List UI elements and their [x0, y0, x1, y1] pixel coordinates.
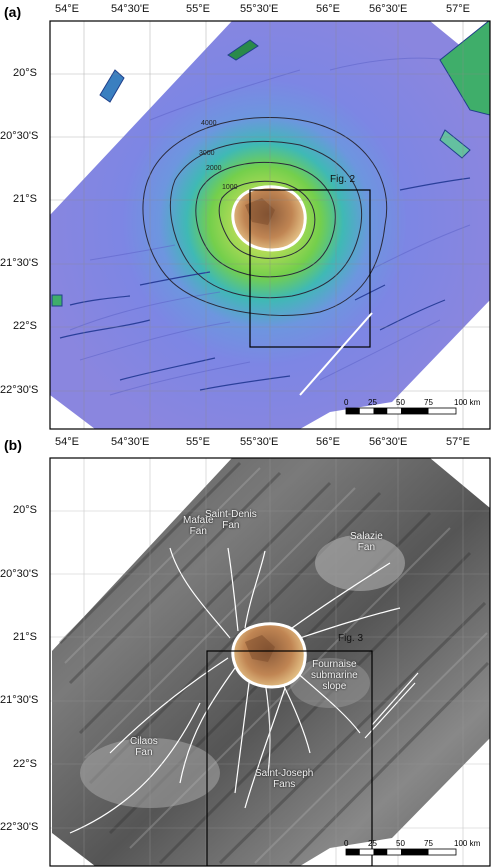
lon-tick-55-30e: 55°30'E: [240, 3, 279, 15]
lat-tick-21s: 21°S: [13, 193, 37, 205]
fig2-extent-box: [249, 189, 371, 348]
contour-1000: [218, 180, 316, 259]
scale-a-tick-75: 75: [424, 398, 433, 407]
lon-tick-55e: 55°E: [186, 3, 210, 15]
lon-tick-56e-b: 56°E: [316, 436, 340, 448]
lat-tick-20s-b: 20°S: [13, 504, 37, 516]
fournaise-slope-label: Fournaise submarine slope: [311, 659, 358, 692]
scale-b-tick-75: 75: [424, 839, 433, 848]
lon-tick-54e: 54°E: [55, 3, 79, 15]
panel-b-frame: [49, 457, 491, 867]
seamount-north: [227, 39, 259, 61]
scale-b-tick-0: 0: [344, 839, 349, 848]
seamount-west: [51, 294, 63, 307]
lon-tick-54e-b: 54°E: [55, 436, 79, 448]
saint-denis-fan-label: Saint-Denis Fan: [205, 509, 257, 531]
panel-a-map-svg: [49, 20, 491, 430]
island-relief-b: [245, 635, 275, 662]
scale-a-tick-50: 50: [396, 398, 405, 407]
cilaos-fan-label: Cilaos Fan: [130, 736, 158, 758]
mafate-fan-label: Mafate Fan: [183, 515, 214, 537]
lon-tick-54-30e: 54°30'E: [111, 3, 150, 15]
scale-a-tick-0: 0: [344, 398, 349, 407]
salazie-fan-label: Salazie Fan: [350, 531, 383, 553]
fig2-box-label: Fig. 2: [330, 174, 356, 185]
survey-swath-lines: [69, 57, 471, 396]
contour-label-4000: 4000: [201, 120, 217, 127]
lon-tick-56e: 56°E: [316, 3, 340, 15]
panel-a-bathymetry-map: (a) 54°E 54°30'E 55°E 55°30'E 56°E 56°30…: [0, 0, 495, 430]
lon-tick-57e-b: 57°E: [446, 436, 470, 448]
contour-label-2000: 2000: [206, 165, 222, 172]
island-relief: [245, 198, 275, 225]
scale-a-tick-100: 100 km: [454, 398, 481, 407]
scale-a-tick-25: 25: [368, 398, 377, 407]
fig3-extent-box: [206, 650, 373, 866]
graticule-a: [50, 21, 490, 429]
lat-tick-20-30s-b: 20°30'S: [0, 568, 39, 580]
lat-tick-21-30s-b: 21°30'S: [0, 694, 39, 706]
contour-2000: [195, 161, 336, 278]
panel-a-frame: [49, 20, 491, 430]
lat-tick-21s-b: 21°S: [13, 631, 37, 643]
lat-tick-20s: 20°S: [13, 67, 37, 79]
survey-trace-line: [299, 312, 373, 396]
scale-bar-b: [345, 848, 457, 856]
lon-tick-56-30e-b: 56°30'E: [369, 436, 408, 448]
contour-3000: [169, 140, 362, 299]
fig3-box-label: Fig. 3: [338, 633, 364, 644]
lat-tick-22s: 22°S: [13, 320, 37, 332]
contour-label-1000: 1000: [222, 184, 238, 191]
seamount-east-ridge: [439, 21, 490, 116]
lat-tick-22-30s: 22°30'S: [0, 384, 39, 396]
lon-tick-56-30e: 56°30'E: [369, 3, 408, 15]
panel-b-letter: (b): [4, 437, 22, 453]
contour-4000: [142, 117, 388, 316]
scale-b-tick-100: 100 km: [454, 839, 481, 848]
saint-joseph-fans-label: Saint-Joseph Fans: [255, 768, 314, 790]
lat-tick-22s-b: 22°S: [13, 758, 37, 770]
lat-tick-22-30s-b: 22°30'S: [0, 821, 39, 833]
panel-b-map-svg: [49, 457, 491, 867]
scale-b-tick-50: 50: [396, 839, 405, 848]
lat-tick-20-30s: 20°30'S: [0, 130, 39, 142]
scale-bar-a: [345, 407, 457, 415]
panel-a-letter: (a): [4, 4, 22, 20]
seamount-northwest: [99, 69, 125, 103]
lon-tick-55e-b: 55°E: [186, 436, 210, 448]
salazie-fan-patch: [315, 535, 405, 591]
contour-label-3000: 3000: [199, 150, 215, 157]
lat-tick-21-30s: 21°30'S: [0, 257, 39, 269]
scale-b-tick-25: 25: [368, 839, 377, 848]
abyssal-hill-contours: [59, 177, 471, 391]
lon-tick-54-30e-b: 54°30'E: [111, 436, 150, 448]
lon-tick-55-30e-b: 55°30'E: [240, 436, 279, 448]
panel-b-backscatter-map: (b) 54°E 54°30'E 55°E 55°30'E 56°E 56°30…: [0, 433, 495, 868]
fournaise-slope-patch: [290, 658, 370, 708]
lon-tick-57e: 57°E: [446, 3, 470, 15]
